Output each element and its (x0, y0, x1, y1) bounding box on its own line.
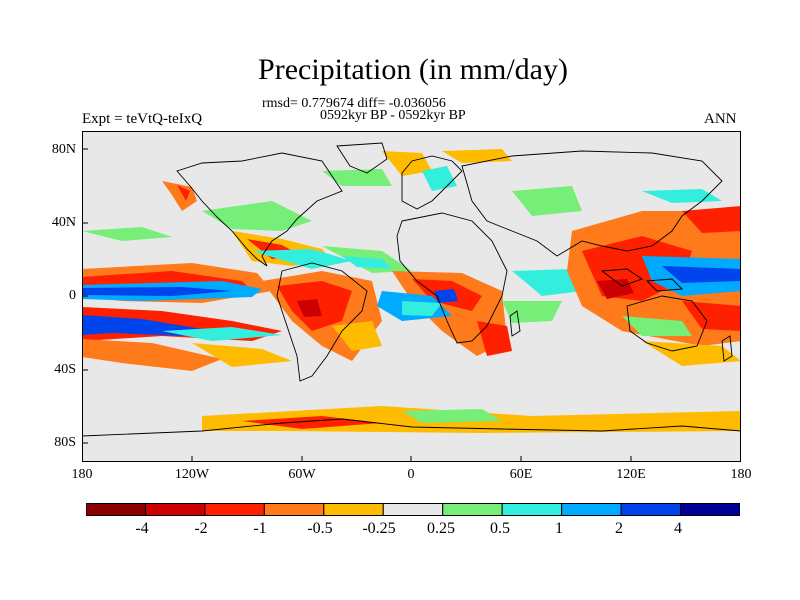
anomaly-amazon-darkred (297, 299, 322, 317)
coast-europe (401, 155, 463, 210)
colorbar-box-9 (620, 503, 682, 516)
map-ticks (82, 148, 632, 462)
colorbar-label-4: 4 (674, 520, 682, 537)
anomaly-southern-ocean-yellow (642, 341, 741, 366)
anomaly-north-america-green (202, 201, 312, 231)
anomaly-europe-orange (382, 151, 432, 176)
anomaly-east-africa-red (477, 321, 512, 356)
anomaly-west-pacific-dblue (662, 266, 741, 283)
lat-label-80n: 80N (51, 142, 76, 157)
rmsd-stats: rmsd= 0.779674 diff= -0.036056 (262, 96, 446, 111)
colorbar-box-6 (442, 503, 503, 516)
coast-madagascar (509, 310, 521, 337)
colorbar-box-2 (204, 503, 265, 516)
anomaly-congo-blue (434, 289, 458, 303)
colorbar-label-1: 1 (555, 520, 563, 537)
coastlines (82, 142, 741, 437)
coast-new-zealand (721, 335, 733, 362)
colorbar-label-neg0-25: -0.25 (362, 520, 396, 537)
lon-label-120w: 120W (174, 467, 210, 482)
anomaly-east-pacific-s-cyan (162, 327, 282, 341)
colorbar-label-0-25: 0.25 (427, 520, 455, 537)
coast-greenland (336, 142, 388, 174)
colorbar-box-3 (263, 503, 325, 516)
experiment-label: Expt = teVtQ-teIxQ (82, 111, 203, 127)
anomaly-asia-green (512, 186, 582, 216)
anomaly-south-pacific-orange (82, 339, 222, 371)
coast-asia (461, 150, 723, 257)
coast-africa (396, 212, 508, 344)
coast-australia (626, 295, 708, 352)
lon-label-0: 0 (407, 467, 415, 482)
colorbar-box-0 (86, 503, 146, 516)
coast-north-america (176, 152, 343, 267)
season-label: ANN (704, 111, 737, 127)
lat-label-40n: 40N (51, 215, 76, 230)
lon-label-180e: 180 (730, 467, 752, 482)
colorbar-box-1 (144, 503, 206, 516)
lon-label-60w: 60W (288, 467, 316, 482)
anomaly-east-pacific-eq-dblue (82, 287, 232, 296)
colorbar-label-neg2: -2 (194, 520, 208, 537)
lon-label-120e: 120E (616, 467, 646, 482)
anomaly-north-pacific-cyan (642, 189, 722, 203)
anomaly-spcz-red (682, 301, 741, 331)
precipitation-map (82, 131, 741, 462)
coast-antarctica (82, 418, 741, 437)
anomaly-atlantic-cyan (342, 256, 392, 269)
colorbar-label-neg0-5: -0.5 (307, 520, 333, 537)
anomaly-indian-ocean-green (502, 301, 562, 323)
anomaly-northwest-pacific-red (682, 206, 741, 233)
plot-title: Precipitation (in mm/day) (258, 53, 568, 86)
anomaly-south-pacific-yellow (192, 343, 292, 367)
anomaly-europe-green (322, 169, 392, 186)
colorbar-label-neg1: -1 (253, 520, 267, 537)
lon-label-60e: 60E (509, 467, 533, 482)
colorbar-box-7 (501, 503, 563, 516)
anomaly-atlantic-lightblue (402, 301, 442, 316)
anomaly-antarctic-green (402, 409, 502, 423)
coast-south-america (276, 262, 368, 382)
period-label: 0592kyr BP - 0592kyr BP (320, 108, 466, 123)
coast-indonesia (600, 268, 684, 292)
colorbar-box-4 (323, 503, 384, 516)
colorbar-label-2: 2 (615, 520, 623, 537)
anomaly-gulf-alaska-orange (162, 181, 197, 211)
lat-label-40s: 40S (54, 362, 76, 377)
colorbar (86, 503, 740, 516)
anomaly-gulf-alaska-red (177, 185, 190, 201)
anomaly-maritime-darkred (597, 279, 634, 299)
colorbar-box-10 (680, 503, 740, 516)
lat-label-80s: 80S (54, 435, 76, 450)
anomaly-indian-ocean-cyan (512, 269, 582, 296)
colorbar-box-5 (382, 503, 444, 516)
colorbar-label-neg4: -4 (135, 520, 149, 537)
anomaly-australia-green (622, 316, 692, 336)
lat-label-0: 0 (69, 288, 76, 303)
anomaly-gulf-green (252, 249, 352, 269)
lon-label-180w: 180 (71, 467, 93, 482)
anomaly-north-pacific-green (82, 227, 172, 241)
colorbar-label-0-5: 0.5 (490, 520, 510, 537)
colorbar-box-8 (561, 503, 622, 516)
